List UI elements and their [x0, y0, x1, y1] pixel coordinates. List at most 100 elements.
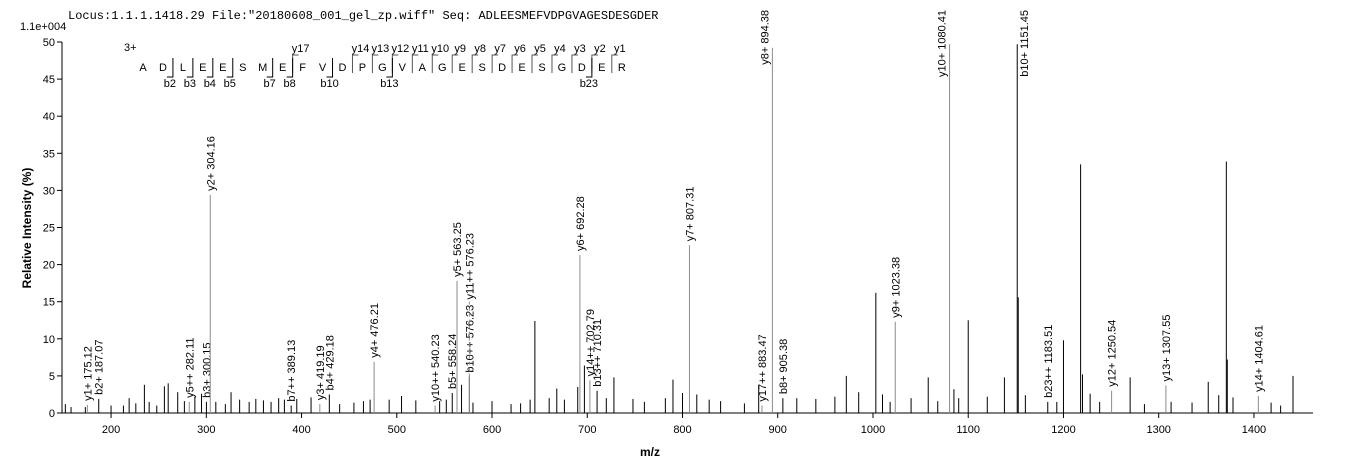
y-ion-label: y14 — [352, 43, 370, 55]
y-ion-label: y7 — [494, 43, 506, 55]
scale-label: 1.1e+004 — [20, 21, 66, 33]
residue: S — [239, 62, 246, 74]
peak-label: b13++ 710.31 — [592, 319, 604, 387]
y-tick-label: 0 — [49, 408, 55, 420]
y-ion-marker — [551, 54, 558, 73]
y-axis-title: Relative Intensity (%) — [20, 168, 34, 289]
residue: S — [538, 62, 545, 74]
b-ion-marker — [386, 58, 393, 78]
peak-label: y3+ 419.19 — [315, 345, 327, 400]
peak-label: y10++ 540.23 — [430, 334, 442, 401]
residue: E — [199, 62, 206, 74]
y-ion-marker — [511, 54, 519, 73]
residue: R — [618, 62, 626, 74]
b-ion-marker — [326, 58, 334, 78]
y-tick-label: 5 — [49, 371, 55, 383]
y-tick-label: 35 — [43, 148, 55, 160]
y-tick-label: 10 — [43, 334, 55, 346]
y-tick-label: 40 — [43, 111, 55, 123]
y-ion-label: y12 — [392, 43, 410, 55]
y-ion-marker — [411, 54, 419, 73]
residue: G — [558, 62, 567, 74]
peak-label: b10+ 1151.45 — [1019, 10, 1031, 77]
y-tick-label: 20 — [43, 260, 55, 272]
y-ion-marker — [292, 54, 299, 73]
y-ion-label: y8 — [474, 43, 486, 55]
x-tick-label: 300 — [197, 424, 215, 436]
y-ion-label: y9 — [454, 43, 466, 55]
residue: M — [258, 62, 267, 74]
b-ion-label: b10 — [320, 78, 338, 90]
y-ion-marker — [351, 54, 359, 73]
residue: F — [299, 62, 306, 74]
peak-label: y6+ 692.28 — [575, 196, 587, 251]
chart-title: Locus:1.1.1.1418.29 File:"20180608_001_g… — [68, 9, 659, 23]
b-ion-label: b8 — [284, 78, 296, 90]
b-ion-label: b13 — [380, 78, 398, 90]
x-tick-label: 800 — [673, 424, 691, 436]
x-tick-label: 600 — [483, 424, 501, 436]
peak-label: y17++ 883.47 — [757, 334, 769, 401]
peak-label: b5+ 558.24 — [447, 334, 459, 389]
residue: V — [399, 62, 407, 74]
x-tick-label: 500 — [388, 424, 406, 436]
peak-label: b7++ 389.13 — [286, 340, 298, 402]
x-axis-title: m/z — [640, 445, 660, 459]
peak-label: b8+ 905.38 — [778, 339, 790, 394]
y-ion-marker — [471, 54, 479, 73]
y-ion-marker — [391, 54, 399, 73]
x-tick-label: 200 — [102, 424, 120, 436]
peak-label: y7+ 807.31 — [684, 187, 696, 242]
x-tick-label: 1000 — [861, 424, 885, 436]
y-tick-label: 45 — [43, 74, 55, 86]
x-tick-label: 1200 — [1051, 424, 1075, 436]
charge-label: 3+ — [124, 42, 137, 54]
y-ion-label: y10 — [431, 43, 449, 55]
peak-label: y5++ 282.11 — [184, 338, 196, 398]
x-tick-label: 1300 — [1146, 424, 1170, 436]
y-ion-marker — [611, 54, 618, 73]
b-ion-marker — [286, 58, 294, 78]
residue: E — [598, 62, 605, 74]
peak-label: y14+ 1404.61 — [1253, 325, 1265, 392]
b-ion-label: b7 — [264, 78, 276, 90]
y-ion-label: y11 — [412, 43, 429, 55]
residue: D — [578, 62, 586, 74]
peak-label: b10++ 576.23 — [464, 305, 476, 373]
residue: D — [339, 62, 347, 74]
b-ion-marker — [206, 58, 214, 78]
peak-label: y2+ 304.16 — [205, 136, 217, 191]
peak-label: y10+ 1080.41 — [937, 10, 949, 77]
residue: E — [459, 62, 466, 74]
b-ion-label: b2 — [164, 78, 176, 90]
residue: G — [378, 62, 387, 74]
b-ion-marker — [585, 58, 593, 78]
b-ion-label: b3 — [184, 78, 196, 90]
residue: E — [219, 62, 226, 74]
b-ion-marker — [186, 58, 194, 78]
b-ion-label: b5 — [224, 78, 236, 90]
peak-label: y9+ 1023.38 — [890, 257, 902, 318]
x-tick-label: 1100 — [956, 424, 980, 436]
residue: E — [279, 62, 286, 74]
y-ion-marker — [451, 54, 459, 73]
peak-label: y4+ 476.21 — [369, 303, 381, 358]
b-ion-label: b4 — [204, 78, 216, 90]
b-ion-marker — [166, 58, 174, 78]
peak-label: b23++ 1183.51 — [1043, 325, 1055, 398]
peak-label: y1+ 175.12 — [82, 346, 94, 401]
residue: P — [359, 62, 366, 74]
b-ion-marker — [266, 58, 274, 78]
y-ion-marker — [531, 54, 539, 73]
peak-label: y5+ 563.25 — [452, 222, 464, 277]
peak-label: b3+ 300.15 — [201, 342, 213, 397]
peak-label: y8+ 894.38 — [759, 10, 771, 65]
residue: L — [180, 62, 186, 74]
y-ion-marker — [431, 54, 439, 73]
residue: E — [518, 62, 525, 74]
y-ion-label: y1 — [614, 43, 626, 55]
y-ion-marker — [571, 54, 578, 73]
residue: V — [319, 62, 327, 74]
residue: D — [159, 62, 167, 74]
y-ion-label: y4 — [554, 43, 566, 55]
